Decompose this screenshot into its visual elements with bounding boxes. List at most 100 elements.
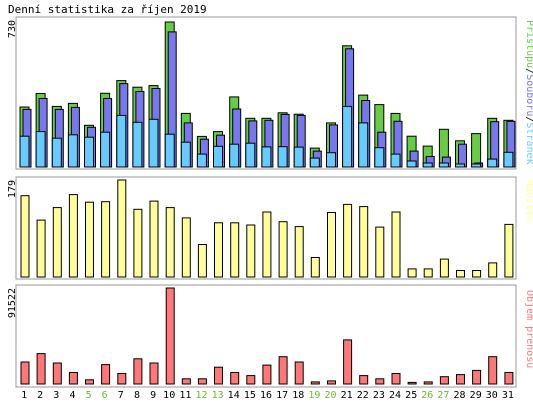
visits-bar: [278, 221, 288, 278]
top-max-label: 730: [7, 20, 18, 38]
day-label: 5: [86, 390, 92, 401]
bottom-panel-frame: [15, 284, 517, 388]
day-label: 11: [179, 390, 191, 401]
visits-bar: [359, 206, 369, 278]
visits-bar: [117, 179, 127, 278]
pages-bar: [51, 137, 62, 168]
day-label: 7: [118, 390, 124, 401]
volume-bar: [85, 379, 94, 385]
volume-bar: [407, 381, 417, 385]
day-label: 8: [134, 390, 140, 401]
visits-bar: [52, 207, 62, 278]
pages-bar: [422, 162, 433, 168]
volume-bar: [52, 362, 62, 385]
volume-bar: [133, 358, 143, 385]
volume-bar: [197, 378, 207, 385]
volume-bar: [294, 361, 304, 385]
pages-bar: [487, 158, 498, 168]
visits-bar: [101, 201, 111, 278]
volume-bar: [214, 366, 223, 385]
volume-bar: [230, 372, 240, 385]
volume-bar: [181, 378, 191, 385]
day-label: 30: [486, 390, 498, 401]
volume-bar: [456, 374, 465, 385]
pages-bar: [309, 157, 320, 168]
volume-bar: [391, 373, 401, 385]
volume-bar: [278, 356, 288, 385]
volume-bar: [117, 373, 127, 385]
visits-bar: [133, 208, 143, 278]
day-label: 13: [212, 390, 224, 401]
volume-bar: [36, 353, 46, 385]
visits-bar: [327, 212, 336, 278]
pages-bar: [471, 163, 482, 168]
day-label: 27: [437, 390, 449, 401]
pages-bar: [116, 114, 127, 168]
day-labels: 1 2 3 4 5 6 7 8 9 10 11 12 13 14 15 16 17 18 19 20 21 22 23 24 2…: [21, 390, 514, 401]
visits-bar: [262, 211, 272, 278]
day-label: 24: [389, 390, 401, 401]
day-label: 20: [324, 390, 336, 401]
visits-bar: [149, 200, 159, 278]
visits-bar: [310, 257, 320, 278]
visits-bar: [439, 258, 449, 278]
day-label: 17: [276, 390, 288, 401]
volume-bar: [165, 287, 175, 385]
top-panel-bars: [19, 21, 516, 168]
volume-bar: [149, 362, 159, 385]
pages-bar: [358, 122, 369, 168]
volume-bar: [423, 381, 433, 385]
visits-bar: [230, 222, 240, 278]
visits-bar: [294, 226, 304, 278]
legend-separator: /: [524, 68, 533, 74]
visits-bar: [456, 270, 465, 278]
middle-max-label: 179: [7, 180, 18, 198]
visits-bar: [407, 268, 417, 278]
pages-bar: [390, 153, 401, 168]
volume-bar: [375, 378, 385, 385]
pages-bar: [438, 162, 449, 168]
volume-bar: [310, 381, 320, 385]
day-label: 28: [453, 390, 465, 401]
pages-bar: [84, 136, 94, 168]
day-label: 15: [244, 390, 256, 401]
legend-pages: Stránek: [524, 122, 533, 164]
volume-bar: [68, 372, 78, 385]
day-label: 4: [69, 390, 75, 401]
day-label: 2: [37, 390, 43, 401]
legend-hits: Přístupů: [524, 20, 533, 68]
hits-bar: [471, 133, 482, 168]
day-label: 21: [341, 390, 353, 401]
pages-bar: [374, 147, 385, 168]
pages-bar: [229, 143, 240, 168]
day-label: 31: [502, 390, 514, 401]
day-label: 25: [405, 390, 417, 401]
pages-bar: [196, 153, 207, 168]
bottom-max-label: 91522: [7, 288, 18, 318]
pages-bar: [132, 121, 143, 168]
volume-bar: [101, 364, 111, 385]
pages-bar: [180, 141, 191, 168]
pages-bar: [261, 146, 272, 168]
visits-bar: [423, 268, 433, 278]
pages-bar: [406, 160, 417, 168]
day-label: 29: [470, 390, 482, 401]
day-label: 23: [373, 390, 385, 401]
pages-bar: [277, 146, 288, 168]
visits-bar: [214, 222, 223, 278]
middle-panel-bars: [20, 179, 514, 278]
day-label: 26: [421, 390, 433, 401]
middle-panel-frame: [15, 176, 517, 280]
day-label: 12: [195, 390, 207, 401]
day-label: 16: [260, 390, 272, 401]
volume-bar: [343, 339, 353, 385]
day-label: 10: [163, 390, 175, 401]
legend-files: Souborů: [524, 74, 533, 116]
pages-bar: [148, 118, 159, 168]
visits-bar: [36, 219, 46, 278]
volume-bar: [327, 380, 336, 385]
bottom-panel-bars: [20, 287, 514, 385]
pages-bar: [326, 152, 336, 168]
pages-bar: [293, 146, 304, 168]
